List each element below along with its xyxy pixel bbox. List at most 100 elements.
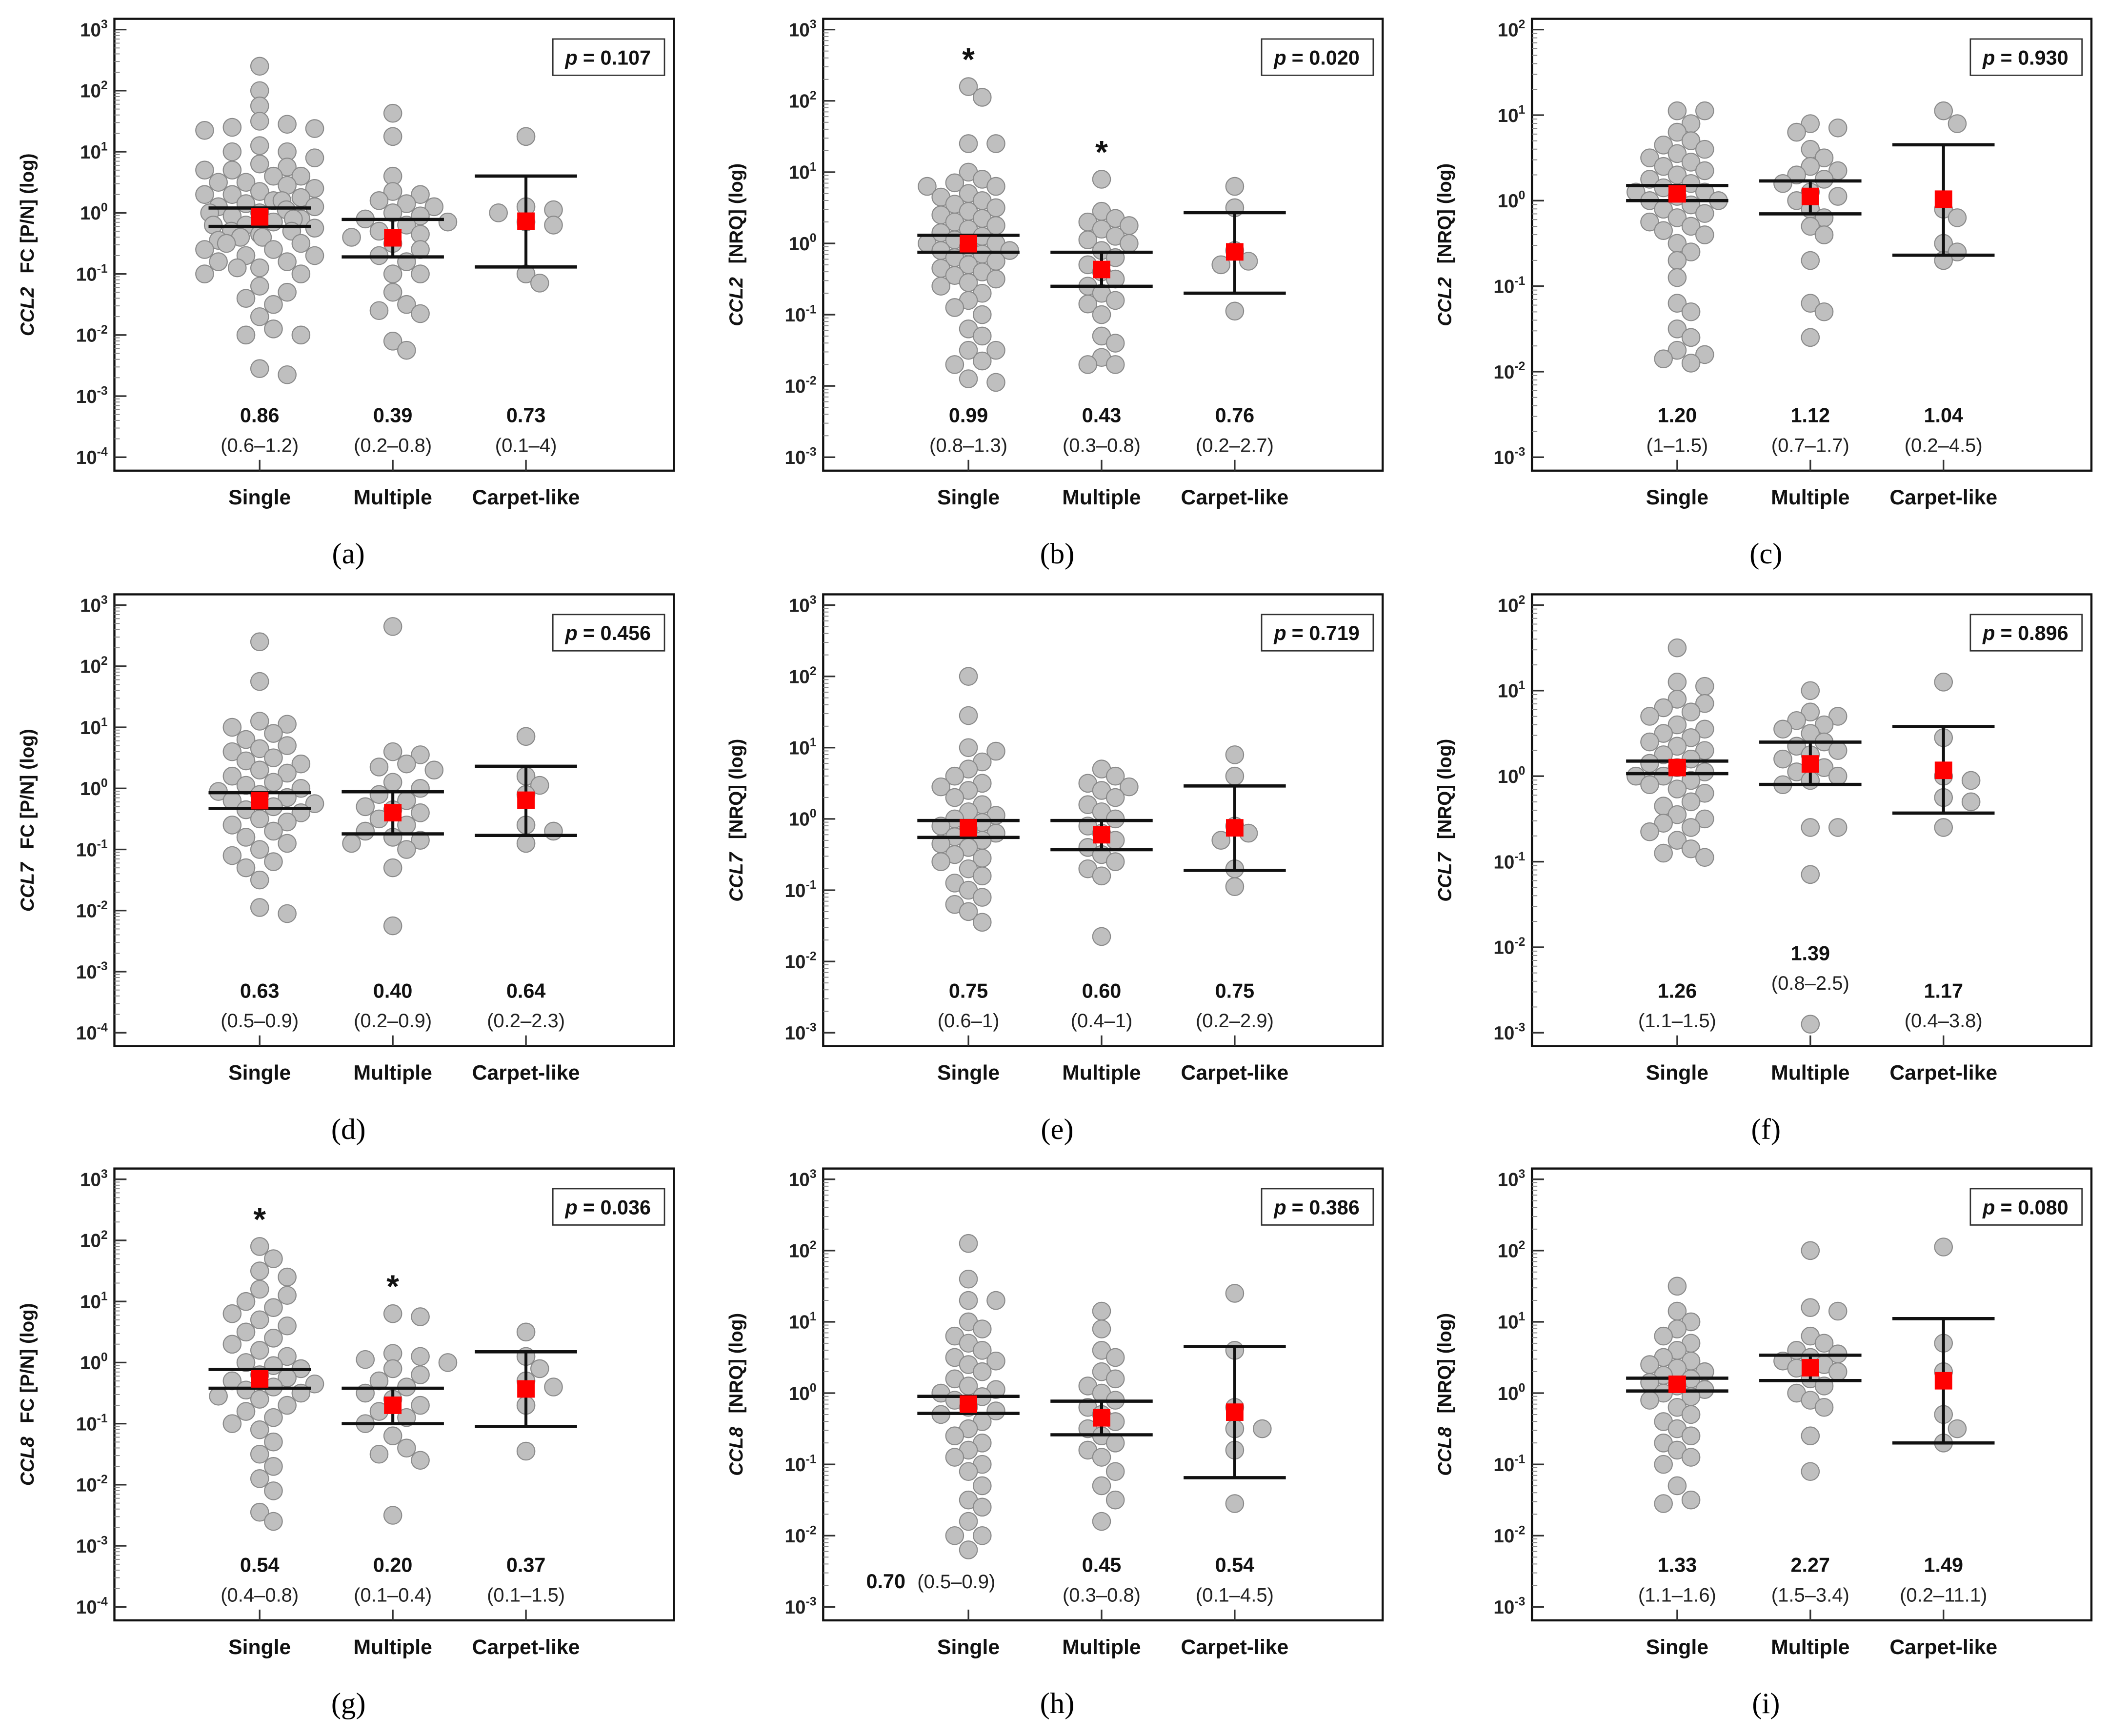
y-tick-exponent: 1	[1519, 1310, 1526, 1323]
median-label: 2.27	[1791, 1554, 1830, 1576]
p-value: = 0.719	[1292, 622, 1360, 644]
y-tick-label: 10-1	[1493, 850, 1525, 873]
panel-letter: (i)	[1752, 1687, 1780, 1720]
y-tick-label: 10-4	[76, 446, 108, 469]
data-point	[1829, 767, 1847, 785]
data-point	[237, 1293, 255, 1310]
unit-label: [NRQ] (log)	[726, 163, 747, 264]
significance-asterisk: *	[386, 1269, 399, 1305]
median-marker	[251, 208, 268, 226]
data-point	[264, 1298, 282, 1316]
category-label: Carpet-like	[1889, 1636, 1997, 1659]
data-point	[1682, 703, 1700, 721]
y-tick-exponent: 2	[101, 655, 108, 668]
data-point	[251, 259, 268, 277]
y-tick-exponent: -1	[805, 1453, 816, 1466]
data-point	[946, 789, 964, 806]
category-label: Carpet-like	[1181, 1061, 1289, 1085]
data-point	[342, 835, 360, 852]
data-point	[960, 667, 977, 685]
unit-label: [NRQ] (log)	[726, 1313, 747, 1414]
y-axis-label: CCL8 [NRQ] (log)	[1435, 1313, 1456, 1476]
unit-label: FC [P/N] (log)	[17, 1303, 38, 1423]
y-tick-exponent: -3	[97, 1534, 108, 1547]
group-single: 1.33(1.1–1.6)Single	[1626, 1277, 1728, 1659]
data-point	[1682, 329, 1700, 346]
data-point	[384, 283, 402, 301]
y-tick-exponent: 1	[101, 1290, 108, 1303]
data-point	[278, 905, 296, 922]
data-point	[398, 1439, 415, 1457]
group-carpet-like: 1.17(0.4–3.8)Carpet-like	[1889, 673, 1997, 1085]
data-point	[251, 1445, 268, 1463]
data-point	[223, 1415, 241, 1432]
data-point	[370, 786, 388, 803]
data-point	[960, 707, 977, 724]
median-marker	[517, 792, 535, 809]
y-tick-exponent: 1	[101, 716, 108, 729]
data-point	[218, 235, 235, 252]
y-tick-exponent: -4	[97, 1021, 108, 1034]
data-point	[237, 1323, 255, 1341]
data-point	[209, 174, 227, 191]
y-tick-exponent: 3	[101, 594, 108, 607]
data-point	[1093, 1513, 1110, 1530]
data-point	[1682, 1448, 1700, 1466]
iqr-label: (0.3–0.8)	[1063, 435, 1141, 456]
p-value: = 0.020	[1292, 46, 1360, 69]
data-point	[384, 104, 402, 122]
y-tick-exponent: 1	[810, 1310, 817, 1323]
y-tick-exponent: -1	[1514, 1453, 1525, 1466]
data-point	[370, 302, 388, 319]
data-point	[973, 352, 991, 370]
y-tick-exponent: 1	[810, 160, 817, 174]
data-point	[1093, 1302, 1110, 1320]
y-tick-exponent: 0	[1519, 189, 1526, 202]
data-point	[1668, 1277, 1686, 1295]
chart-panel-g: 10-410-310-210-1100101102103CCL8FC [P/N]…	[17, 1168, 674, 1720]
y-tick-label: 101	[1498, 103, 1526, 126]
data-point	[251, 1470, 268, 1487]
data-point	[1654, 350, 1672, 367]
data-point	[278, 835, 296, 852]
y-tick-label: 100	[80, 201, 108, 224]
panel-letter: (d)	[331, 1113, 366, 1146]
y-tick-exponent: -3	[1514, 446, 1525, 459]
data-point	[1106, 356, 1124, 373]
y-tick-label: 103	[80, 1168, 108, 1191]
group-single: *0.54(0.4–0.8)Single	[208, 1201, 323, 1658]
data-point	[960, 1463, 977, 1480]
y-tick-label: 10-3	[76, 960, 108, 983]
median-label: 0.75	[1215, 980, 1254, 1002]
iqr-label: (0.5–0.9)	[221, 1010, 299, 1032]
median-marker	[960, 235, 977, 253]
data-point	[1962, 772, 1980, 789]
median-label: 1.26	[1658, 980, 1697, 1002]
unit-label: FC [P/N] (log)	[17, 153, 38, 273]
y-tick-label: 10-3	[76, 1534, 108, 1557]
data-point	[264, 853, 282, 870]
y-tick-exponent: 2	[810, 1239, 817, 1252]
data-point	[1682, 303, 1700, 320]
gene-name: CCL8	[1435, 1426, 1456, 1476]
data-point	[411, 265, 429, 282]
p-value: = 0.930	[2000, 46, 2068, 69]
data-point	[278, 283, 296, 301]
y-tick-exponent: -4	[97, 446, 108, 459]
data-point	[960, 1235, 977, 1252]
y-tick-label: 10-4	[76, 1596, 108, 1618]
category-label: Single	[1646, 1636, 1708, 1659]
y-tick-label: 10-2	[785, 950, 817, 973]
p-symbol: p	[565, 622, 578, 644]
data-point	[384, 774, 402, 791]
median-marker	[384, 229, 402, 247]
group-multiple: 0.39 (0.2–0.8) Multiple	[341, 104, 457, 509]
data-point	[370, 758, 388, 776]
group-single: 0.75(0.6–1)Single	[917, 667, 1020, 1084]
panel-letter: (e)	[1041, 1113, 1073, 1146]
data-point	[251, 58, 268, 75]
group-carpet-like: 0.64(0.2–2.3)Carpet-like	[472, 728, 580, 1085]
y-tick-exponent: -2	[1514, 1524, 1525, 1537]
data-point	[251, 1341, 268, 1359]
y-tick-exponent: 0	[101, 201, 108, 215]
